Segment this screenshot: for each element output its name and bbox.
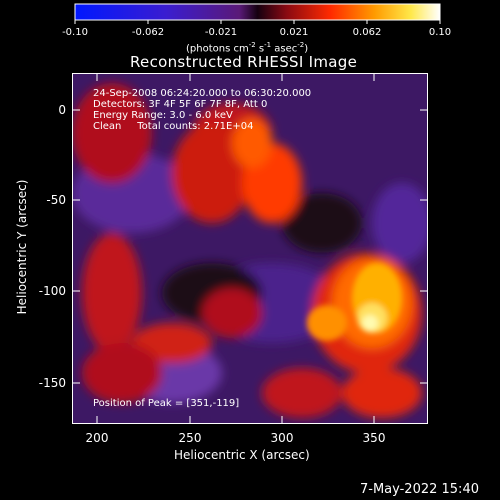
- info-line-energy: Energy Range: 3.0 - 6.0 keV: [93, 110, 233, 121]
- y-tick-neg100: -100: [38, 284, 66, 298]
- colorbar-tick-4: 0.021: [279, 27, 309, 38]
- colorbar-tick-1: -0.10: [62, 27, 88, 38]
- info-line-time: 24-Sep-2008 06:24:20.000 to 06:30:20.000: [93, 88, 312, 99]
- colorbar-tick-6: 0.10: [428, 27, 452, 38]
- y-axis-label: Heliocentric Y (arcsec): [15, 179, 29, 315]
- y-tick-neg150: -150: [38, 376, 66, 390]
- x-tick-350: 350: [362, 431, 386, 445]
- x-tick-250: 250: [178, 431, 202, 445]
- y-tick-neg50: -50: [46, 193, 66, 207]
- x-tick-300: 300: [270, 431, 294, 445]
- x-tick-200: 200: [85, 431, 109, 445]
- colorbar-tick-2: -0.062: [131, 27, 165, 38]
- colorbar-tick-3: -0.021: [204, 27, 238, 38]
- peak-position: Position of Peak = [351,-119]: [93, 398, 240, 409]
- colorbar-tick-5: 0.062: [352, 27, 382, 38]
- info-line-detectors: Detectors: 3F 4F 5F 6F 7F 8F, Att 0: [93, 99, 268, 110]
- colorbar-gradient: [75, 4, 440, 20]
- info-line-counts: Clean Total counts: 2.71E+04: [93, 121, 254, 132]
- colorbar: [74, 3, 441, 24]
- x-axis-label: Heliocentric X (arcsec): [174, 448, 310, 462]
- rhessi-image: [72, 73, 428, 424]
- y-tick-0: 0: [58, 103, 66, 117]
- footer-date: 7-May-2022 15:40: [360, 482, 479, 497]
- plot-title: Reconstructed RHESSI Image: [130, 53, 358, 71]
- colorbar-units: (photons cm-2 s-1 asec-2): [186, 41, 309, 55]
